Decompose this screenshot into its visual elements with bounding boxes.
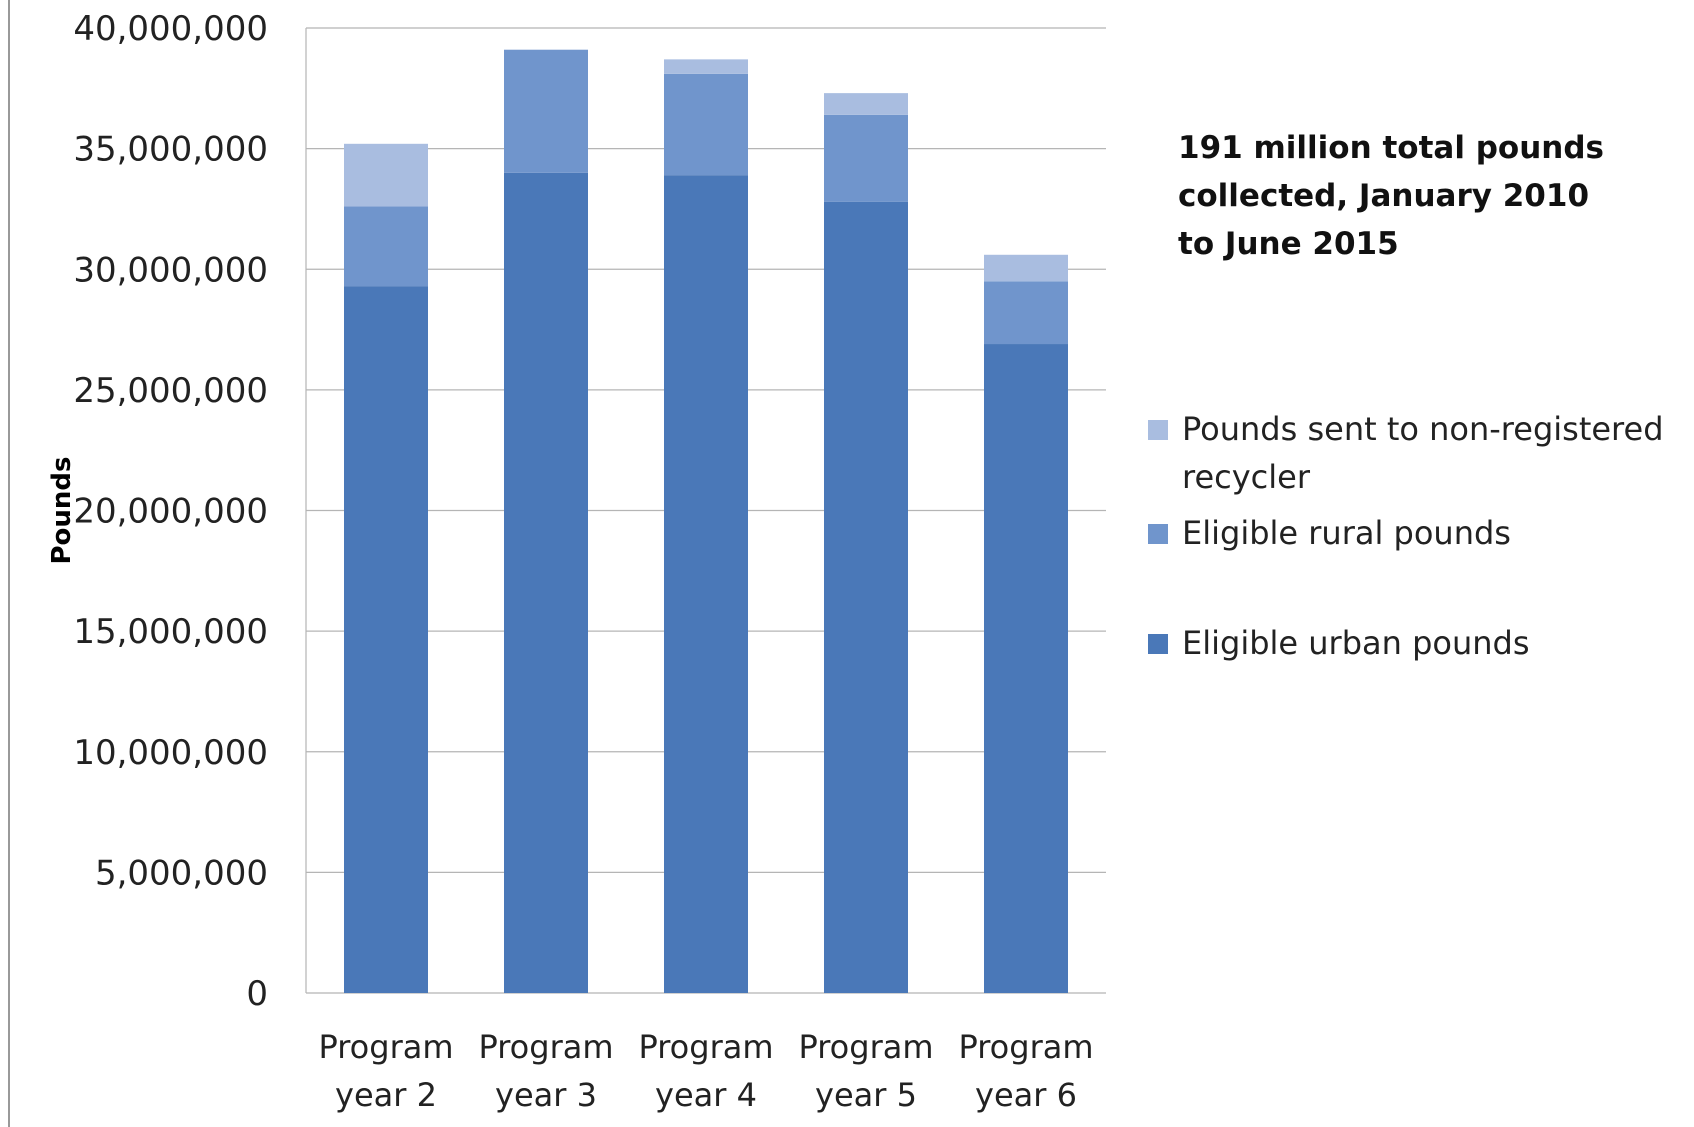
bar-segment: [664, 59, 748, 74]
y-tick-labels: 0 5,000,000 10,000,000 15,000,000 20,000,000…: [73, 9, 268, 1014]
legend-swatch-urban: [1148, 634, 1168, 654]
y-tick-label: 30,000,000: [73, 250, 268, 290]
y-tick-label: 0: [246, 974, 268, 1014]
legend-swatch-rural: [1148, 524, 1168, 544]
bar-segment: [824, 93, 908, 115]
bars: [344, 49, 1068, 994]
legend-item-non-registered: Pounds sent to non-registered recycler: [1146, 405, 1686, 501]
legend-label: Eligible rural pounds: [1182, 514, 1511, 552]
annotation-line: 191 million total pounds: [1178, 130, 1605, 166]
legend-label: recycler: [1182, 458, 1310, 496]
bar-segment: [984, 344, 1068, 994]
legend-swatch-non-registered: [1148, 420, 1168, 440]
x-category-label: year 4: [655, 1076, 757, 1114]
x-category-label: year 2: [335, 1076, 437, 1114]
bar-segment: [504, 172, 588, 993]
legend-label: Pounds sent to non-registered: [1182, 410, 1664, 448]
bar-segment: [824, 114, 908, 202]
x-category-label: Program: [318, 1028, 453, 1066]
x-category-label: Program: [798, 1028, 933, 1066]
y-tick-label: 35,000,000: [73, 130, 268, 170]
bar-segment: [984, 254, 1068, 282]
gridlines: [305, 27, 1106, 994]
bar-segment: [824, 201, 908, 993]
y-tick-label: 15,000,000: [73, 612, 268, 652]
y-tick-label: 20,000,000: [73, 492, 268, 532]
bar-segment: [504, 49, 588, 173]
legend-label: Eligible urban pounds: [1182, 624, 1530, 662]
bar-segment: [344, 286, 428, 993]
bar-segment: [664, 73, 748, 176]
bar-segment: [344, 206, 428, 287]
x-category-label: Program: [958, 1028, 1093, 1066]
bar-segment: [664, 175, 748, 994]
legend-item-rural: Eligible rural pounds: [1146, 509, 1686, 557]
x-category-label: year 6: [975, 1076, 1077, 1114]
y-tick-label: 10,000,000: [73, 733, 268, 773]
bar-segment: [344, 143, 428, 207]
x-category-labels: Program year 2 Program year 3 Program year 4 P…: [318, 1028, 1093, 1114]
bar-segment: [984, 281, 1068, 345]
y-tick-label: 25,000,000: [73, 371, 268, 411]
annotation-line: collected, January 2010: [1178, 178, 1590, 214]
x-category-label: Program: [478, 1028, 613, 1066]
y-axis-label: Pounds: [47, 456, 77, 564]
total-annotation: 191 million total pounds collected, Janu…: [1178, 124, 1638, 268]
chart-frame: [8, 0, 1694, 1127]
annotation-line: to June 2015: [1178, 226, 1399, 262]
y-tick-label: 40,000,000: [73, 9, 268, 49]
x-category-label: year 3: [495, 1076, 597, 1114]
y-tick-label: 5,000,000: [95, 853, 268, 893]
x-category-label: Program: [638, 1028, 773, 1066]
legend-item-urban: Eligible urban pounds: [1146, 619, 1686, 667]
legend: Pounds sent to non-registered recycler E…: [1146, 405, 1686, 667]
x-category-label: year 5: [815, 1076, 917, 1114]
